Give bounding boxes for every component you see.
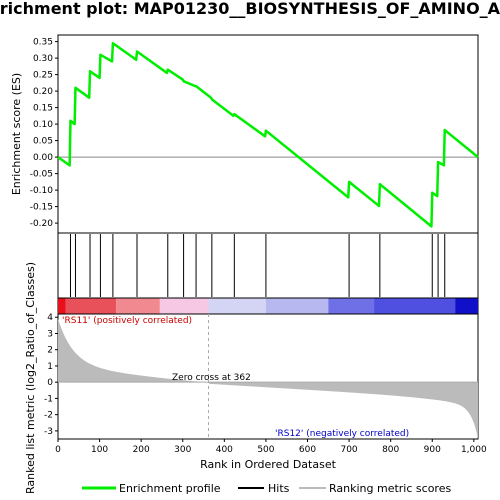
- es-tick-label-9: -0.10: [30, 186, 54, 196]
- es-tick-label-10: -0.15: [30, 203, 53, 213]
- legend-metric-label: Ranking metric scores: [329, 482, 451, 495]
- es-tick-label-2: 0.25: [33, 71, 53, 81]
- heat-segment-3: [160, 299, 209, 314]
- heat-segment-1: [65, 299, 116, 314]
- x-tick-label-0: 0: [55, 445, 61, 455]
- es-tick-label-1: 0.30: [33, 54, 53, 64]
- x-tick-label-2: 200: [133, 445, 150, 455]
- metric-tick-label-1: 3: [47, 329, 53, 339]
- es-tick-label-11: -0.20: [30, 219, 54, 229]
- legend-profile-label: Enrichment profile: [119, 482, 221, 495]
- heat-segment-0: [58, 299, 65, 314]
- x-tick-label-6: 600: [299, 445, 316, 455]
- x-tick-label-8: 800: [382, 445, 399, 455]
- es-tick-label-6: 0.05: [33, 137, 53, 147]
- heat-segment-7: [374, 299, 455, 314]
- x-axis-ticks: 0 100 200 300 400 500 600 700 800 900 1,000: [55, 439, 487, 455]
- enrichment-profile-line: [58, 43, 478, 226]
- ranked-metric-area: [58, 314, 478, 439]
- hits-panel-frame: [58, 233, 478, 298]
- metric-tick-label-6: -2: [44, 411, 53, 421]
- x-tick-label-10: 1,000: [461, 445, 487, 455]
- es-panel-frame: [58, 35, 478, 233]
- metric-area: [58, 319, 478, 439]
- x-tick-label-5: 500: [257, 445, 274, 455]
- chart-title: Enrichment plot: MAP01230__BIOSYNTHESIS_…: [0, 0, 500, 18]
- es-tick-label-4: 0.15: [33, 104, 53, 114]
- es-axis-label: Enrichment score (ES): [10, 73, 23, 195]
- metric-axis-ticks: 4 3 2 1 0 -1 -2 -3: [44, 313, 58, 437]
- metric-tick-label-5: -1: [44, 394, 53, 404]
- metric-tick-label-2: 2: [47, 346, 53, 356]
- es-tick-label-8: -0.05: [30, 170, 53, 180]
- x-tick-label-9: 900: [424, 445, 441, 455]
- heat-segment-2: [116, 299, 160, 314]
- heat-segment-6: [328, 299, 374, 314]
- es-tick-label-7: 0.00: [33, 153, 53, 163]
- metric-tick-label-4: 0: [47, 378, 53, 388]
- es-tick-label-0: 0.35: [33, 38, 53, 48]
- es-axis-ticks: 0.35 0.30 0.25 0.20 0.15 0.10 0.05 0.00 -0.05 -0.…: [30, 38, 58, 230]
- x-tick-label-1: 100: [91, 445, 108, 455]
- heat-segment-4: [209, 299, 266, 314]
- zero-cross-label: Zero cross at 362: [172, 373, 251, 383]
- es-tick-label-5: 0.10: [33, 120, 53, 130]
- x-axis-label: Rank in Ordered Dataset: [200, 458, 337, 471]
- heat-segment-8: [455, 299, 478, 314]
- metric-tick-label-3: 1: [47, 362, 53, 372]
- x-tick-label-7: 700: [340, 445, 357, 455]
- es-tick-label-3: 0.20: [33, 87, 53, 97]
- negative-correlation-label: 'RS12' (negatively correlated): [275, 429, 409, 439]
- x-tick-label-3: 300: [174, 445, 191, 455]
- metric-tick-label-0: 4: [47, 313, 53, 323]
- positive-correlation-label: 'RS11' (positively correlated): [62, 316, 192, 326]
- legend-hits-label: Hits: [268, 482, 290, 495]
- x-tick-label-4: 400: [216, 445, 233, 455]
- metric-axis-label: Ranked list metric (log2_Ratio_of_Classe…: [24, 262, 37, 494]
- metric-tick-label-7: -3: [44, 427, 53, 437]
- ranking-heatmap: [58, 299, 478, 314]
- heat-segment-5: [266, 299, 328, 314]
- enrichment-profile: [58, 43, 478, 226]
